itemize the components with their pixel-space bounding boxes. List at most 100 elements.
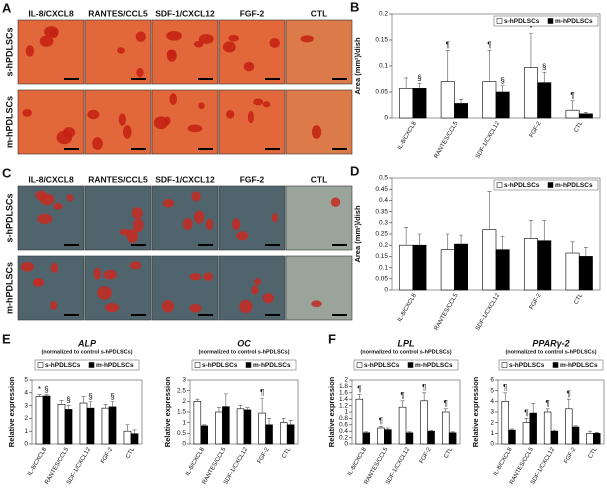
- bar: [537, 82, 552, 119]
- cell-cluster: [205, 218, 214, 231]
- error-bar: [417, 233, 422, 246]
- bar: [123, 430, 132, 445]
- cell-cluster: [87, 109, 100, 120]
- y-tick-label: 0.05: [375, 89, 388, 96]
- y-tick-label: 4: [24, 390, 28, 397]
- y-tick-label: 3: [490, 409, 494, 416]
- bar: [523, 238, 538, 291]
- bar: [454, 243, 469, 291]
- y-tick-label: 0.2: [379, 11, 388, 18]
- panel-letter: B: [350, 0, 359, 14]
- x-tick-label: CTL: [443, 446, 454, 459]
- y-tick-label: 2: [24, 415, 28, 422]
- bar: [108, 406, 117, 445]
- cell-cluster: [166, 49, 177, 62]
- chart-title: ALP: [77, 338, 97, 348]
- bar: [550, 430, 559, 445]
- cell-cluster: [43, 26, 59, 37]
- row-label: m-hPDLSCs: [4, 96, 14, 148]
- cell-cluster: [164, 116, 171, 125]
- cell-cluster: [228, 34, 240, 42]
- chart-title: LPL: [398, 338, 415, 348]
- error-bar: [443, 408, 448, 412]
- error-bar: [400, 400, 405, 408]
- y-tick-label: 1.4: [339, 396, 348, 403]
- error-bar: [378, 426, 383, 428]
- x-tick-label: SDF-1/CXCL12: [223, 446, 249, 486]
- cell-cluster: [239, 299, 253, 314]
- bar: [522, 422, 531, 445]
- legend-swatch: [245, 362, 252, 368]
- x-tick-label: FGF-2: [100, 446, 114, 465]
- bar: [427, 430, 435, 445]
- cell-cluster: [203, 272, 214, 281]
- error-bar: [487, 191, 492, 230]
- x-tick-label: FGF-2: [529, 292, 543, 311]
- significance-mark: §: [542, 62, 546, 71]
- micrograph: [151, 255, 219, 321]
- cell-cluster: [136, 67, 144, 78]
- y-tick-label: 0.5: [379, 175, 388, 182]
- y-tick-label: 1: [344, 409, 348, 416]
- cell-cluster: [25, 45, 35, 57]
- cell-cluster: [66, 194, 74, 202]
- cell-cluster: [198, 102, 205, 110]
- column-header: RANTES/CCL5: [88, 174, 148, 184]
- error-bar: [364, 431, 369, 433]
- legend-box: [34, 359, 140, 371]
- y-tick-label: 0.15: [375, 37, 388, 44]
- error-bar: [570, 100, 575, 111]
- y-axis-label: Area (mm²)/dish: [353, 205, 362, 263]
- x-tick-label: SDF-1/CXCL12: [530, 446, 556, 486]
- cell-cluster: [135, 31, 146, 42]
- error-bar: [422, 392, 427, 401]
- bar: [578, 113, 593, 119]
- y-tick-label: 0: [182, 441, 186, 448]
- bar: [399, 88, 414, 119]
- error-bar: [509, 428, 514, 431]
- error-bar: [238, 405, 243, 409]
- cell-cluster: [133, 218, 144, 233]
- legend-swatch: [552, 362, 559, 368]
- error-bar: [566, 398, 571, 409]
- panel-letter: C: [2, 165, 12, 180]
- error-bar: [125, 424, 130, 432]
- bar: [243, 409, 252, 445]
- y-tick-label: 0.6: [339, 422, 348, 429]
- x-tick-label: CTL: [573, 292, 584, 305]
- cell-cluster: [119, 228, 130, 236]
- error-bar: [44, 394, 49, 396]
- y-tick-label: 2: [490, 419, 494, 426]
- y-tick-label: 1: [182, 419, 186, 426]
- bar: [508, 429, 516, 445]
- significance-mark: *: [529, 24, 532, 33]
- legend-label: s-hPDLSCs: [202, 362, 238, 369]
- error-bar: [594, 431, 599, 434]
- cell-cluster: [117, 47, 125, 54]
- y-tick-label: 0.1: [379, 63, 388, 70]
- bar: [258, 412, 266, 445]
- y-tick-label: 1: [490, 430, 494, 437]
- column-header: FGF-2: [240, 174, 265, 184]
- significance-mark: ¶: [545, 399, 549, 408]
- cell-cluster: [232, 218, 241, 231]
- error-bar: [417, 82, 422, 89]
- legend-label: m-hPDLSCs: [253, 362, 291, 369]
- cell-cluster: [39, 35, 54, 47]
- x-tick-label: FGF-2: [257, 446, 271, 465]
- error-bar: [445, 233, 450, 250]
- y-tick-label: 5: [24, 377, 28, 384]
- cell-cluster: [105, 302, 120, 313]
- y-tick-label: 3: [182, 377, 186, 384]
- bar: [222, 406, 230, 445]
- bar: [586, 433, 594, 445]
- legend-swatch: [547, 18, 554, 24]
- error-bar: [542, 220, 547, 241]
- y-tick-label: 0.2: [379, 242, 388, 249]
- y-tick-label: 0.8: [339, 415, 348, 422]
- error-bar: [216, 407, 221, 412]
- y-tick-label: 2: [182, 398, 186, 405]
- cell-cluster: [129, 261, 142, 270]
- x-tick-label: CTL: [573, 120, 584, 133]
- y-tick-label: 0: [384, 115, 388, 122]
